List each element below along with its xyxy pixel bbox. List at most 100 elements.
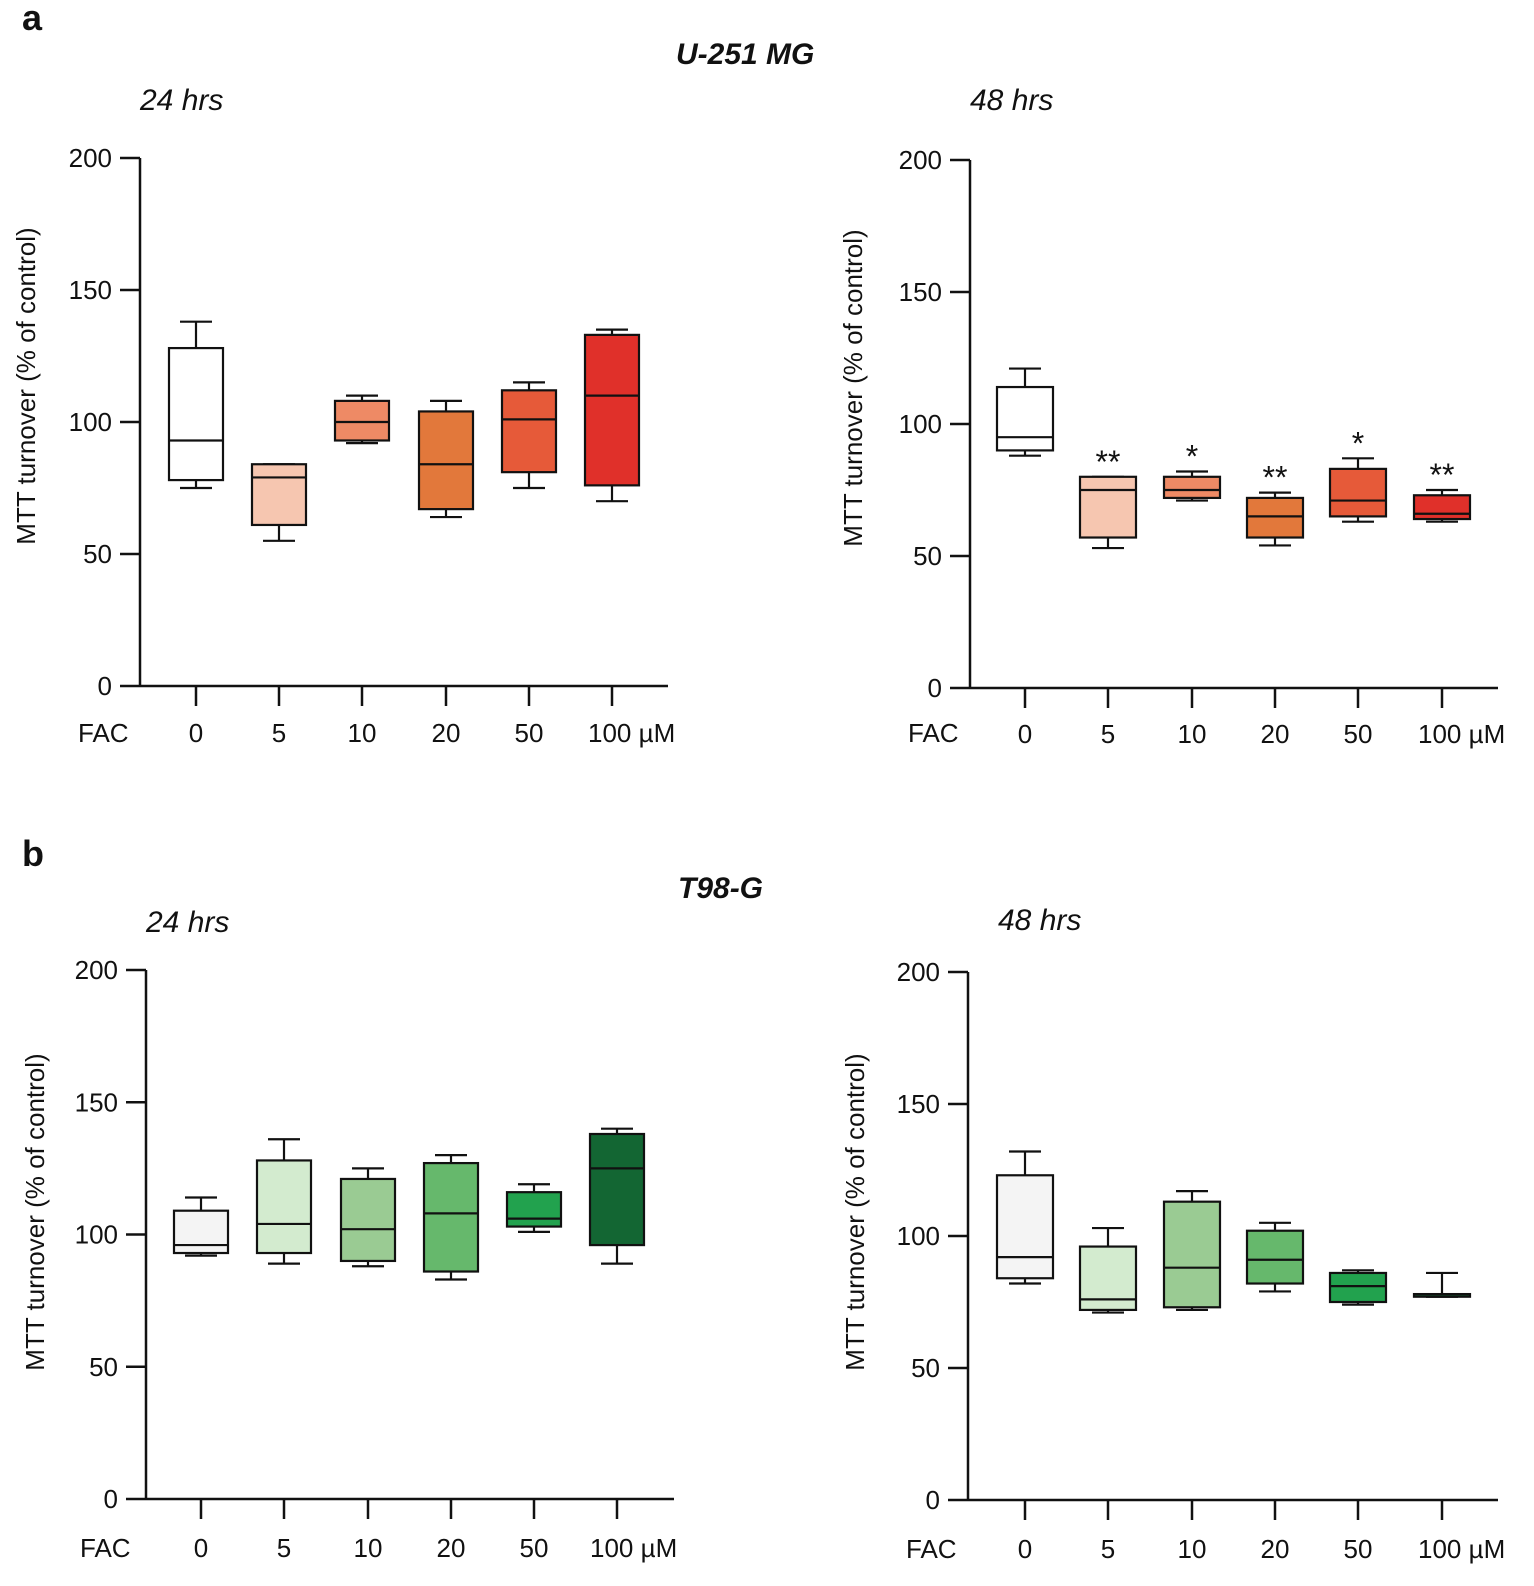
box-100: [583, 328, 641, 503]
y-tick-label: 200: [897, 957, 940, 987]
box-iqr: [583, 333, 641, 487]
box-5: [255, 1138, 313, 1265]
box-50: *: [1328, 425, 1388, 523]
y-tick-label: 150: [897, 1089, 940, 1119]
box-100: **: [1412, 457, 1472, 523]
box-iqr: [500, 389, 558, 474]
box-iqr: [1328, 1271, 1388, 1304]
x-tick-label: 100 µM: [1418, 719, 1505, 749]
x-tick-label: 100 µM: [1418, 1534, 1505, 1564]
box-iqr: [172, 1209, 230, 1255]
y-tick-label: 0: [928, 673, 942, 703]
box-iqr: [250, 463, 308, 527]
box-iqr: [255, 1159, 313, 1255]
x-tick-label: 20: [432, 718, 461, 748]
y-tick-label: 0: [104, 1484, 118, 1514]
x-tick-label: 10: [348, 718, 377, 748]
chart-2-timepoint: 48 hrs: [970, 84, 1054, 117]
y-axis-label: MTT turnover (% of control): [838, 229, 868, 546]
box-iqr: [1245, 496, 1305, 539]
x-tick-label: 5: [1101, 1534, 1115, 1564]
box-10: [333, 394, 391, 445]
chart-3-timepoint: 24 hrs: [146, 906, 230, 939]
box-50: [505, 1183, 563, 1233]
significance-label: *: [1186, 439, 1198, 475]
box-0: [995, 1150, 1055, 1285]
y-tick-label: 100: [897, 1221, 940, 1251]
box-iqr: [995, 1174, 1055, 1280]
x-tick-label: 5: [1101, 719, 1115, 749]
box-0: [167, 320, 225, 490]
x-tick-label: 100 µM: [590, 1533, 677, 1563]
box-20: [1245, 1221, 1305, 1293]
x-tick-label: 5: [277, 1533, 291, 1563]
x-tick-label: 0: [194, 1533, 208, 1563]
panel-letter-b: b: [22, 833, 44, 874]
y-tick-label: 0: [926, 1485, 940, 1515]
box-20: [422, 1154, 480, 1281]
panel-letter-a: a: [22, 0, 43, 38]
significance-label: **: [1096, 444, 1121, 480]
box-100: [1412, 1271, 1472, 1298]
chart-4-timepoint: 48 hrs: [998, 904, 1082, 937]
box-iqr: [167, 346, 225, 482]
significance-label: **: [1430, 457, 1455, 493]
box-50: [500, 381, 558, 490]
box-0: [172, 1196, 230, 1257]
y-tick-label: 50: [83, 539, 112, 569]
box-20: **: [1245, 460, 1305, 547]
box-20: [417, 399, 475, 519]
box-5: **: [1078, 444, 1138, 550]
box-5: [1078, 1226, 1138, 1314]
box-iqr: [588, 1132, 646, 1247]
box-5: [250, 463, 308, 542]
y-tick-label: 150: [75, 1087, 118, 1117]
x-tick-label: 50: [520, 1533, 549, 1563]
x-prefix-label: FAC: [78, 718, 129, 748]
box-iqr: [505, 1191, 563, 1228]
cell-line-title-b: T98-G: [678, 872, 764, 905]
box-10: *: [1162, 439, 1222, 502]
box-100: [588, 1127, 646, 1265]
x-tick-label: 10: [1178, 719, 1207, 749]
x-tick-label: 100 µM: [588, 718, 675, 748]
x-tick-label: 5: [272, 718, 286, 748]
x-tick-label: 20: [1261, 1534, 1290, 1564]
box-iqr: [1078, 475, 1138, 539]
significance-label: *: [1352, 425, 1364, 461]
x-tick-label: 0: [189, 718, 203, 748]
y-tick-label: 100: [69, 407, 112, 437]
box-iqr: [1245, 1229, 1305, 1285]
x-tick-label: 0: [1018, 719, 1032, 749]
y-tick-label: 0: [98, 671, 112, 701]
x-tick-label: 10: [1178, 1534, 1207, 1564]
box-iqr: [995, 385, 1055, 452]
y-axis-label: MTT turnover (% of control): [840, 1053, 870, 1370]
box-0: [995, 367, 1055, 457]
box-10: [339, 1167, 397, 1268]
y-tick-label: 150: [899, 277, 942, 307]
box-iqr: [1162, 1200, 1222, 1309]
y-tick-label: 200: [899, 145, 942, 175]
y-tick-label: 50: [913, 541, 942, 571]
x-prefix-label: FAC: [908, 718, 959, 748]
significance-label: **: [1263, 460, 1288, 496]
chart-1-timepoint: 24 hrs: [140, 84, 224, 117]
y-tick-label: 100: [899, 409, 942, 439]
box-50: [1328, 1269, 1388, 1306]
box-iqr: [1328, 467, 1388, 518]
x-tick-label: 50: [1344, 1534, 1373, 1564]
x-prefix-label: FAC: [80, 1533, 131, 1563]
box-iqr: [1162, 475, 1222, 500]
y-tick-label: 50: [911, 1353, 940, 1383]
cell-line-title-a: U-251 MG: [676, 38, 815, 71]
box-iqr: [422, 1161, 480, 1273]
box-iqr: [333, 399, 391, 442]
box-iqr: [417, 410, 475, 511]
